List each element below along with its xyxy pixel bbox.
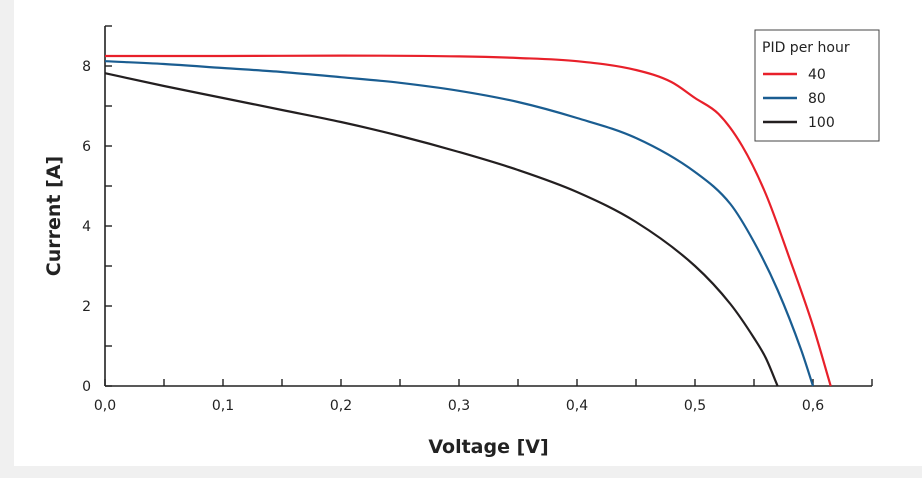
chart-svg: 0,0 0,1 0,2 0,3 0,4 0,5 0,6 0 2 4 6 8 Voltage [V] Cur… — [14, 0, 922, 466]
y-tick-label: 2 — [82, 299, 91, 315]
series-group — [105, 56, 831, 386]
x-tick-label: 0,1 — [212, 398, 234, 414]
series-line-40 — [105, 56, 831, 386]
legend-title: PID per hour — [762, 40, 850, 56]
legend-label-80: 80 — [808, 91, 826, 107]
y-axis-title: Current [A] — [43, 156, 65, 276]
x-tick-label: 0,3 — [448, 398, 470, 414]
chart-frame: 0,0 0,1 0,2 0,3 0,4 0,5 0,6 0 2 4 6 8 Voltage [V] Cur… — [14, 0, 922, 466]
y-tick-label: 6 — [82, 139, 91, 155]
series-line-100 — [105, 73, 778, 386]
x-tick-label: 0,0 — [94, 398, 116, 414]
x-axis-title: Voltage [V] — [428, 436, 548, 458]
y-tick-label: 4 — [82, 219, 91, 235]
x-tick-label: 0,6 — [802, 398, 824, 414]
x-tick-label: 0,2 — [330, 398, 352, 414]
x-tick-label: 0,5 — [684, 398, 706, 414]
y-tick-label: 0 — [82, 379, 91, 395]
legend-label-40: 40 — [808, 67, 826, 83]
series-line-80 — [105, 61, 813, 386]
x-tick-label: 0,4 — [566, 398, 588, 414]
y-tick-label: 8 — [82, 59, 91, 75]
legend: PID per hour 40 80 100 — [755, 30, 879, 141]
legend-label-100: 100 — [808, 115, 835, 131]
